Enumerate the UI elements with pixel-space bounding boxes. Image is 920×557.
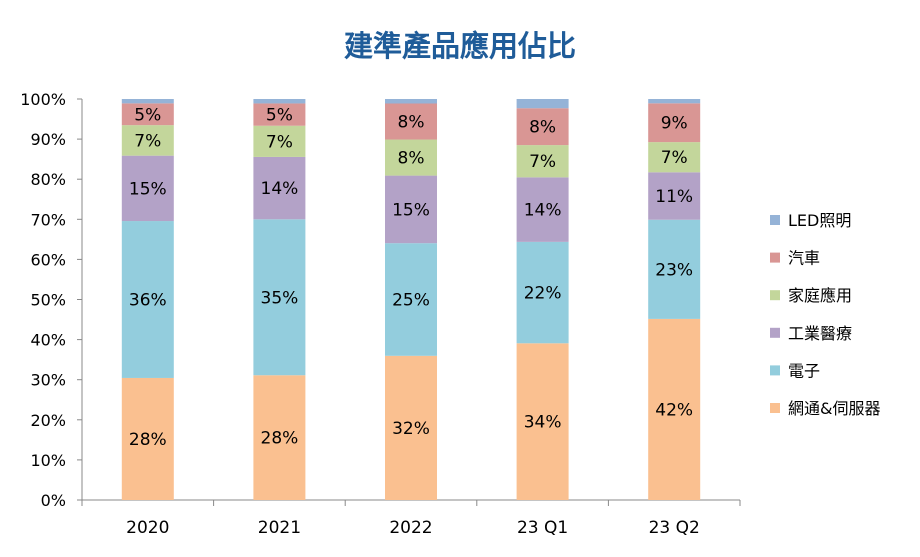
legend-label: 網通&伺服器: [788, 399, 880, 418]
bar-segment: [385, 175, 437, 244]
chart-title: 建準產品應用佔比: [344, 29, 576, 63]
bar-segment: [385, 99, 437, 104]
y-tick-label: 80%: [30, 170, 66, 189]
y-tick-label: 90%: [30, 130, 66, 149]
bar-segment: [516, 177, 569, 242]
x-tick-label: 2021: [258, 518, 301, 538]
bar-segment: [648, 99, 701, 104]
bar-segment: [121, 125, 174, 156]
y-tick-label: 60%: [30, 250, 66, 269]
data-label: 7%: [661, 148, 688, 168]
x-tick-label: 2020: [126, 518, 169, 538]
bar-segment: [648, 103, 701, 143]
y-tick-label: 50%: [30, 291, 66, 310]
data-label: 8%: [398, 113, 425, 133]
data-label: 11%: [655, 187, 693, 207]
bar-segment: [121, 103, 174, 126]
legend-swatch: [770, 252, 780, 263]
bar-segment: [121, 221, 174, 378]
y-tick-label: 0%: [41, 491, 66, 510]
y-tick-label: 100%: [20, 90, 66, 109]
legend-swatch: [770, 215, 780, 225]
bar-segment: [253, 156, 306, 220]
bar-segment: [648, 219, 701, 319]
data-label: 8%: [398, 149, 425, 169]
y-tick-label: 20%: [30, 411, 66, 430]
bar-segment: [253, 99, 306, 104]
bar-segment: [516, 145, 569, 178]
bar-segment: [516, 343, 569, 500]
legend-label: 家庭應用: [788, 286, 852, 305]
bar-segment: [385, 139, 437, 176]
data-label: 7%: [134, 131, 161, 151]
data-label: 15%: [129, 179, 167, 199]
bar-segment: [516, 108, 569, 146]
data-label: 36%: [129, 291, 167, 311]
x-tick-label: 23 Q1: [517, 518, 568, 538]
data-label: 25%: [392, 291, 430, 311]
data-label: 23%: [655, 260, 693, 280]
legend-label: 汽車: [788, 249, 820, 268]
data-label: 9%: [661, 114, 688, 134]
legend-label: 電子: [788, 361, 820, 380]
bar-segment: [516, 241, 569, 344]
legend-swatch: [770, 403, 780, 413]
x-tick-label: 2022: [389, 518, 432, 538]
data-label: 34%: [524, 413, 562, 433]
bar-segment: [648, 142, 701, 173]
data-label: 42%: [655, 400, 693, 420]
bar-segment: [648, 318, 701, 500]
data-label: 5%: [134, 105, 161, 125]
bar-segment: [516, 99, 569, 109]
data-label: 35%: [261, 288, 299, 308]
data-label: 28%: [129, 430, 167, 450]
legend-swatch: [770, 290, 780, 301]
y-tick-label: 70%: [30, 210, 66, 229]
data-label: 32%: [392, 419, 430, 439]
data-label: 7%: [529, 152, 556, 172]
bar-segment: [121, 99, 174, 104]
data-label: 14%: [261, 179, 299, 199]
legend-swatch: [770, 327, 780, 338]
data-label: 28%: [261, 429, 299, 449]
data-label: 8%: [529, 118, 556, 138]
legend-label: LED照明: [788, 211, 851, 230]
bar-segment: [648, 172, 701, 220]
x-tick-label: 23 Q2: [649, 518, 700, 538]
bar-segment: [253, 125, 306, 157]
bar-segment: [253, 219, 306, 376]
data-label: 14%: [524, 201, 562, 221]
bar-segment: [385, 355, 437, 500]
bar-segment: [253, 375, 306, 500]
data-label: 15%: [392, 200, 430, 220]
data-label: 7%: [266, 132, 293, 152]
bar-segment: [385, 243, 437, 356]
legend-swatch: [770, 365, 780, 376]
y-tick-label: 10%: [30, 451, 66, 470]
y-tick-label: 40%: [30, 331, 66, 350]
bar-segment: [253, 103, 306, 126]
bar-segment: [121, 377, 174, 500]
bar-segment: [121, 155, 174, 222]
legend-label: 工業醫療: [788, 324, 852, 343]
data-label: 22%: [524, 284, 562, 304]
data-label: 5%: [266, 106, 293, 126]
y-tick-label: 30%: [30, 371, 66, 390]
bar-segment: [385, 103, 437, 140]
